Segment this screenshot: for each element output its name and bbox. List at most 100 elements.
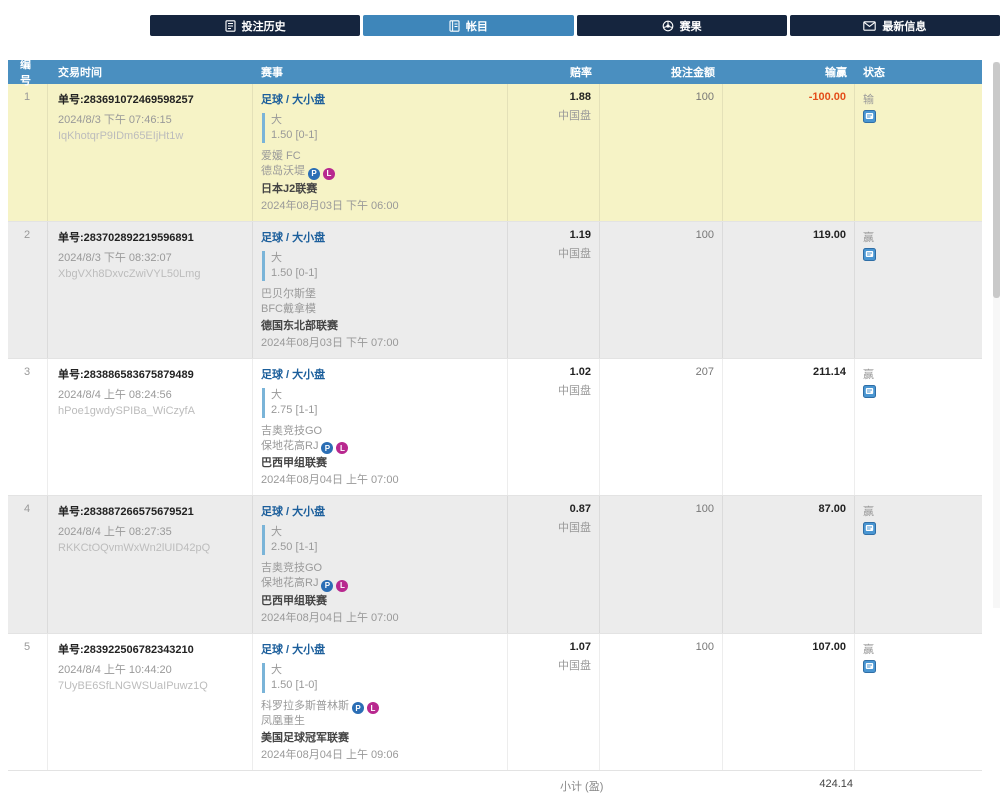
row-number: 3 [8,358,48,495]
league-name: 德国东北部联赛 [261,319,338,332]
results-icon [662,20,674,32]
table-header-row: 编号 交易时间 赛事 赔率 投注金额 输赢 状态 [8,59,982,87]
row-number: 4 [8,496,48,633]
scrollbar-track[interactable] [993,62,1000,608]
bet-line: 2.50 [1-1] [271,541,318,553]
ticket-number: 单号:283691072469598257 [58,94,194,106]
row-number: 5 [8,633,48,770]
stake-amount: 100 [695,228,714,241]
stake-amount: 100 [695,91,714,103]
bet-selection-block: 大 1.50 [1-0] [262,662,499,693]
p-badge-icon[interactable]: P [308,167,320,180]
league-name: 日本J2联赛 [261,182,318,195]
reference-code: XbgVXh8DxvcZwiVYL50Lmg [58,267,201,280]
p-badge-icon[interactable]: P [321,442,334,454]
bet-row: 3 单号:283886583675879489 2024/8/4 上午 08:2… [8,358,982,496]
bet-detail-icon[interactable] [863,110,876,123]
status-text: 赢 [863,231,874,244]
subtotal-label: 小计 (盈) [560,781,604,793]
team-name: 爱媛 FC [261,150,301,162]
ticket-number: 单号:283922506782343210 [58,643,194,656]
l-badge-icon[interactable]: L [367,702,379,714]
sport-market-link[interactable]: 足球 / 大小盘 [261,94,326,106]
match-cell: 足球 / 大小盘 大 1.50 [0-1] 爱媛 FC 德岛沃堤 P L 日本J2联赛… [253,84,508,221]
stake-amount: 100 [695,503,714,515]
status-cell: 赢 [855,359,982,496]
match-time: 2024年08月04日 上午 07:00 [261,474,399,486]
scrollbar-thumb[interactable] [993,62,1000,298]
bet-selection-block: 大 1.50 [0-1] [262,113,499,143]
team-name: 保地花高RJ [261,439,319,452]
status-cell: 赢 [855,222,982,358]
ticket-number: 单号:283886583675879489 [58,368,194,381]
bet-detail-icon[interactable] [863,659,876,673]
stake-cell: 100 [600,633,723,770]
bet-pick: 大 [271,663,282,676]
l-badge-icon[interactable]: L [323,167,335,180]
league-name: 美国足球冠军联赛 [261,732,349,744]
winloss-cell: -100.00 [723,84,855,221]
team-name: 吉奥竞技GO [261,562,323,574]
l-badge-icon[interactable]: L [336,579,349,592]
header-no: 编号 [20,59,31,87]
team-row: 吉奥竞技GO [261,424,499,439]
ticket-number: 单号:283887266575679521 [58,506,194,518]
winloss-amount: 87.00 [818,503,846,515]
odds-cell: 1.19 中国盘 [508,221,600,358]
reference-code: hPoe1gwdySPIBa_WiCzyfA [58,404,195,417]
bet-pick: 大 [271,526,282,538]
odds-type: 中国盘 [558,522,591,534]
bet-detail-icon[interactable] [863,247,876,261]
match-cell: 足球 / 大小盘 大 2.50 [1-1] 吉奥竞技GO 保地花高RJ P L 巴西甲… [253,496,508,633]
bet-line: 1.50 [0-1] [271,266,318,279]
sport-market-link[interactable]: 足球 / 大小盘 [261,643,326,656]
top-nav: 投注历史 帐目 赛果 最新信息 [150,15,1000,36]
nav-latest-info-button[interactable]: 最新信息 [789,15,1000,36]
sport-market-link[interactable]: 足球 / 大小盘 [261,231,326,244]
ledger-icon [449,19,460,32]
header-stake: 投注金额 [671,67,715,79]
odds-value: 1.02 [569,365,591,378]
teams: 爱媛 FC 德岛沃堤 P L [261,149,499,180]
bets-table: 编号 交易时间 赛事 赔率 投注金额 输赢 状态 1 单号:2836910724… [8,59,982,793]
bet-row: 4 单号:283887266575679521 2024/8/4 上午 08:2… [8,496,982,634]
bet-history-icon [225,19,236,32]
status-text: 输 [863,94,874,106]
winloss-cell: 107.00 [723,633,855,770]
status-text: 赢 [863,506,874,518]
bet-row: 1 单号:283691072469598257 2024/8/3 下午 07:4… [8,84,982,222]
team-name: 吉奥竞技GO [261,424,323,437]
odds-cell: 1.02 中国盘 [508,358,600,495]
p-badge-icon[interactable]: P [352,702,364,714]
sport-market-link[interactable]: 足球 / 大小盘 [261,368,326,381]
sport-market-link[interactable]: 足球 / 大小盘 [261,506,326,518]
row-number: 2 [8,221,48,358]
reference-code: RKKCtOQvmWxWn2lUID42pQ [58,542,211,554]
transaction-time: 2024/8/4 上午 08:27:35 [58,526,172,538]
l-badge-icon[interactable]: L [336,442,349,454]
nav-ledger-button[interactable]: 帐目 [363,15,574,36]
team-row: 德岛沃堤 P L [261,164,499,180]
nav-bet-history-button[interactable]: 投注历史 [150,15,361,36]
subtotal-value: 424.14 [819,778,853,790]
winloss-amount: 107.00 [812,640,846,653]
teams: 吉奥竞技GO 保地花高RJ P L [261,424,499,454]
bet-detail-icon[interactable] [863,522,876,535]
match-time: 2024年08月04日 上午 07:00 [261,611,399,624]
team-row: 巴贝尔斯堡 [261,287,499,302]
team-row: BFC戴拿模 [261,302,499,317]
team-name: BFC戴拿模 [261,302,316,315]
p-badge-icon[interactable]: P [321,579,334,592]
bet-row: 2 单号:283702892219596891 2024/8/3 下午 08:3… [8,221,982,359]
stake-cell: 100 [600,496,723,633]
header-winloss: 输赢 [825,67,847,79]
bet-line: 2.75 [1-1] [271,403,318,416]
teams: 巴贝尔斯堡 BFC戴拿模 [261,287,499,317]
league-name: 巴西甲组联赛 [261,594,327,607]
match-cell: 足球 / 大小盘 大 1.50 [1-0] 科罗拉多斯普林斯 P L 凤凰重生 美国足… [253,633,508,770]
bet-detail-icon[interactable] [863,384,876,398]
team-name: 科罗拉多斯普林斯 [261,699,349,712]
nav-results-button[interactable]: 赛果 [576,15,787,36]
status-text: 赢 [863,368,874,381]
winloss-amount: -100.00 [808,91,846,103]
